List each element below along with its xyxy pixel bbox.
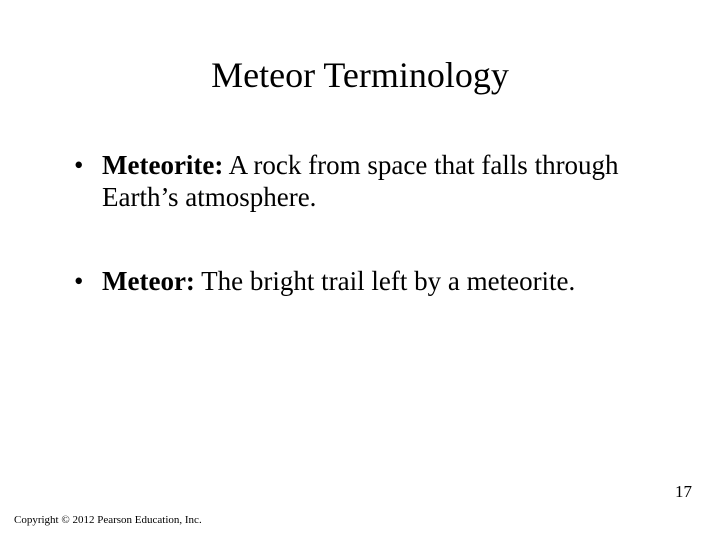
list-item: Meteorite: A rock from space that falls … [70,150,665,214]
term-label: Meteorite: [102,150,223,180]
slide: Meteor Terminology Meteorite: A rock fro… [0,0,720,540]
list-item: Meteor: The bright trail left by a meteo… [70,266,665,298]
slide-title: Meteor Terminology [0,54,720,96]
page-number: 17 [675,482,692,502]
bullet-list: Meteorite: A rock from space that falls … [70,150,665,298]
term-definition: The bright trail left by a meteorite. [195,266,575,296]
slide-content: Meteorite: A rock from space that falls … [70,150,665,350]
copyright-text: Copyright © 2012 Pearson Education, Inc. [14,514,202,526]
term-label: Meteor: [102,266,195,296]
